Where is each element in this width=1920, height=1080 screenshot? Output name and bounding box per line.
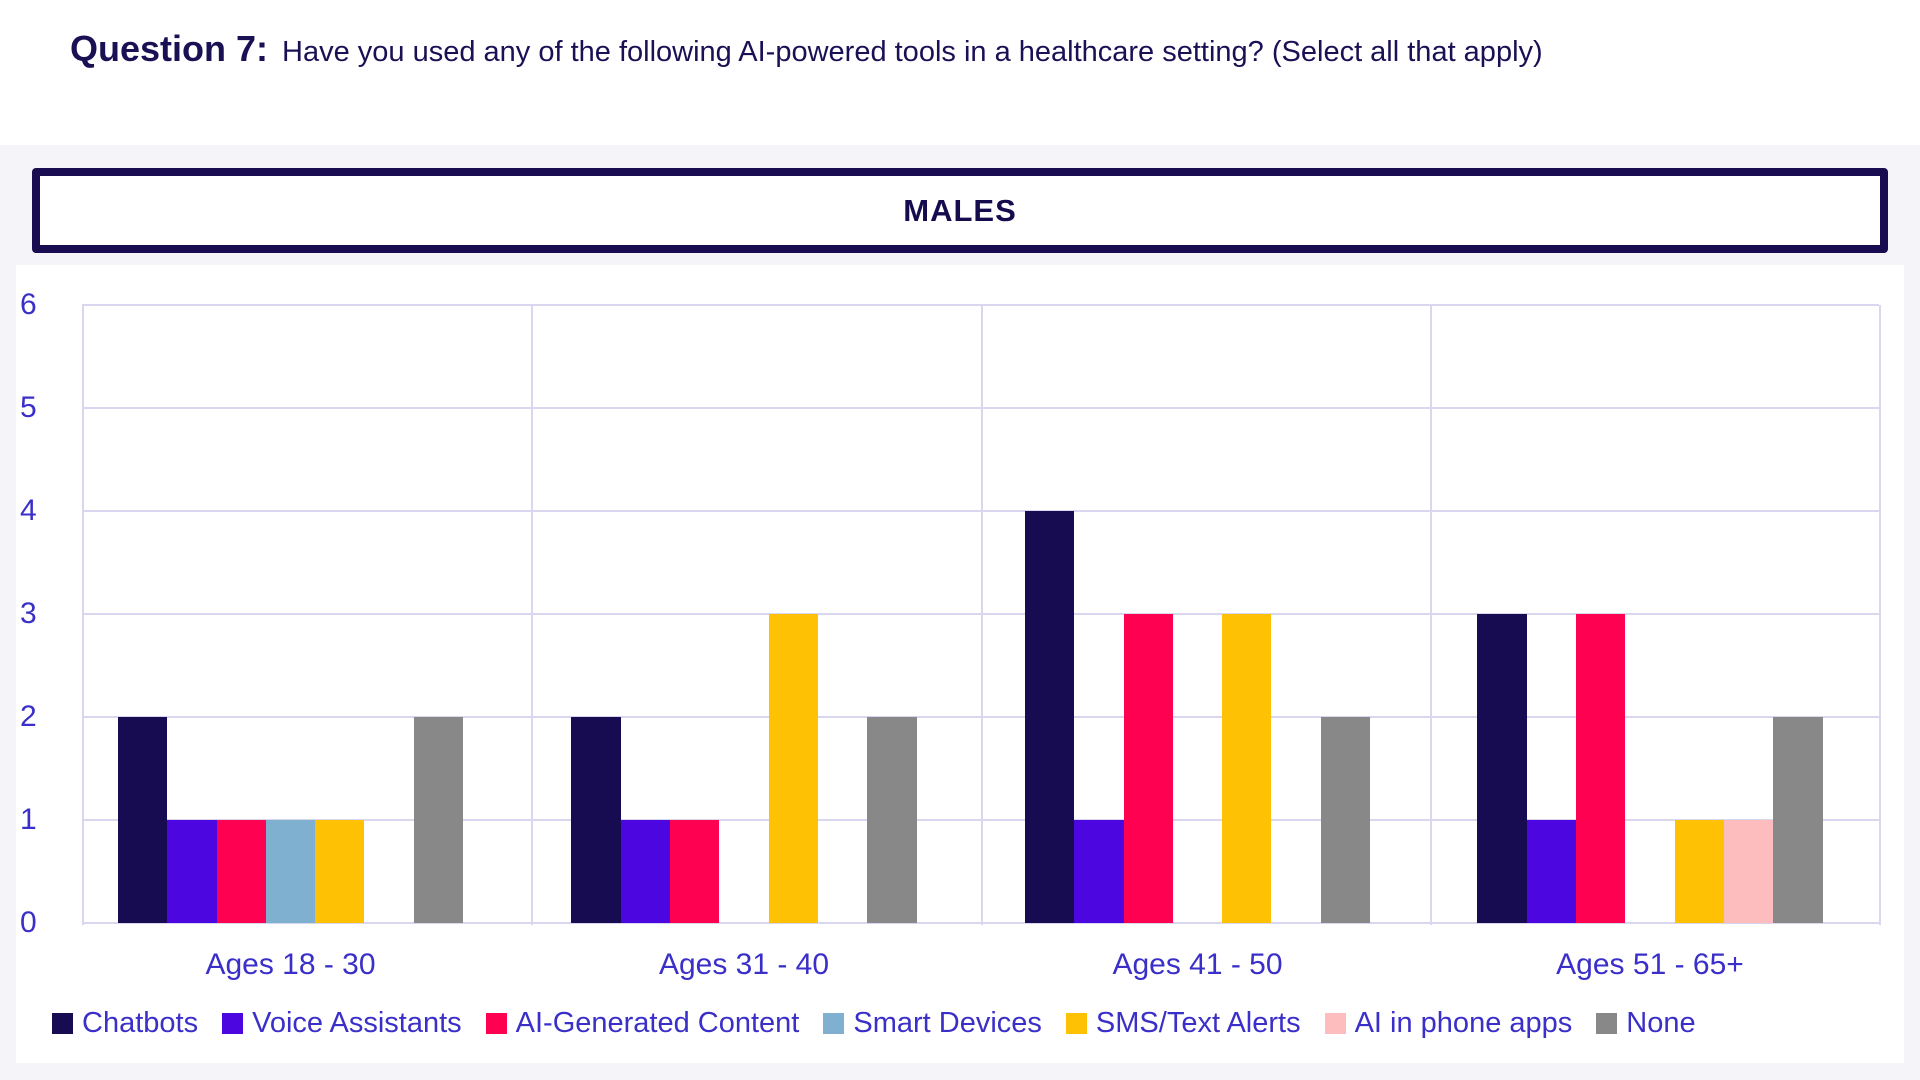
legend-label-none: None (1626, 1007, 1696, 1039)
vertical-gridline (1430, 305, 1432, 925)
y-axis-tick-label: 3 (20, 597, 37, 630)
bar-none-ages-41-50 (1321, 717, 1370, 923)
group-header-box: MALES (32, 168, 1888, 253)
legend-swatch-voice-assistants (222, 1013, 244, 1034)
bar-chatbots-ages-41-50 (1025, 511, 1074, 923)
bar-sms-text-alerts-ages-51-65 (1675, 820, 1724, 923)
legend-label-chatbots: Chatbots (82, 1007, 199, 1039)
legend-swatch-chatbots (52, 1013, 73, 1034)
vertical-gridline (82, 305, 84, 925)
y-axis-tick-label: 6 (20, 288, 37, 321)
legend-label-sms-text-alerts: SMS/Text Alerts (1095, 1007, 1301, 1039)
bar-smart-devices-ages-18-30 (266, 820, 315, 923)
horizontal-gridline (82, 716, 1879, 718)
question-number-label: Question 7: (70, 28, 269, 69)
horizontal-gridline (82, 510, 1879, 512)
bar-sms-text-alerts-ages-31-40 (769, 614, 818, 923)
bar-ai-generated-content-ages-31-40 (670, 820, 719, 923)
x-axis-label-ages-41-50: Ages 41 - 50 (1112, 948, 1283, 981)
bar-voice-assistants-ages-18-30 (167, 820, 217, 923)
y-axis-tick-label: 0 (20, 906, 37, 939)
horizontal-gridline (82, 407, 1879, 409)
legend-swatch-ai-generated-content (485, 1013, 507, 1034)
legend-item-voice-assistants: Voice Assistants (222, 1007, 462, 1040)
legend-swatch-ai-in-phone-apps (1324, 1013, 1346, 1034)
legend-item-sms-text-alerts: SMS/Text Alerts (1065, 1007, 1301, 1040)
legend-item-none: None (1596, 1007, 1696, 1040)
group-header-label: MALES (903, 192, 1017, 228)
bar-chatbots-ages-18-30 (118, 717, 167, 923)
legend-item-chatbots: Chatbots (52, 1007, 198, 1040)
legend-label-voice-assistants: Voice Assistants (252, 1007, 462, 1039)
vertical-gridline (531, 305, 533, 925)
legend-label-smart-devices: Smart Devices (853, 1007, 1042, 1039)
bar-voice-assistants-ages-41-50 (1074, 820, 1124, 923)
bar-voice-assistants-ages-31-40 (621, 820, 670, 923)
bar-chatbots-ages-31-40 (571, 717, 621, 923)
bar-voice-assistants-ages-51-65 (1527, 820, 1576, 923)
horizontal-gridline (82, 819, 1879, 821)
y-axis-tick-label: 1 (20, 803, 37, 836)
bar-sms-text-alerts-ages-18-30 (315, 820, 364, 923)
y-axis-tick-label: 4 (20, 494, 37, 527)
bar-none-ages-18-30 (414, 717, 463, 923)
bar-ai-in-phone-apps-ages-51-65 (1724, 820, 1773, 923)
page-title: Question 7: Have you used any of the fol… (70, 28, 1543, 70)
horizontal-gridline (82, 922, 1879, 924)
bar-ai-generated-content-ages-41-50 (1124, 614, 1173, 923)
legend-item-ai-generated-content: AI-Generated Content (485, 1007, 800, 1040)
chart-legend: Chatbots Voice Assistants AI-Generated Con… (52, 1007, 1696, 1040)
bar-none-ages-31-40 (867, 717, 917, 923)
vertical-gridline (981, 305, 983, 925)
bar-chart: 0 1 2 3 4 5 6 Ages 18 - 30 Ages 31 - 40 Ages 41 … (16, 265, 1904, 1063)
horizontal-gridline (82, 304, 1879, 306)
horizontal-gridline (82, 613, 1879, 615)
bar-none-ages-51-65 (1773, 717, 1823, 923)
legend-swatch-none (1596, 1013, 1618, 1034)
legend-swatch-smart-devices (823, 1013, 845, 1034)
legend-label-ai-generated-content: AI-Generated Content (515, 1007, 800, 1039)
x-axis-label-ages-31-40: Ages 31 - 40 (658, 948, 830, 981)
x-axis-label-ages-18-30: Ages 18 - 30 (205, 948, 376, 981)
legend-label-ai-in-phone-apps: AI in phone apps (1354, 1007, 1573, 1039)
y-axis-tick-label: 5 (20, 391, 37, 424)
vertical-gridline (1879, 305, 1881, 925)
question-text: Have you used any of the following AI-po… (282, 36, 1543, 68)
legend-item-smart-devices: Smart Devices (823, 1007, 1042, 1040)
bar-chatbots-ages-51-65 (1477, 614, 1527, 923)
legend-swatch-sms-text-alerts (1065, 1013, 1087, 1034)
y-axis-tick-label: 2 (20, 700, 37, 733)
bar-ai-generated-content-ages-18-30 (217, 820, 266, 923)
bar-sms-text-alerts-ages-41-50 (1222, 614, 1271, 923)
bar-ai-generated-content-ages-51-65 (1576, 614, 1625, 923)
legend-item-ai-in-phone-apps: AI in phone apps (1324, 1007, 1573, 1040)
x-axis-label-ages-51-65: Ages 51 - 65+ (1556, 948, 1744, 981)
